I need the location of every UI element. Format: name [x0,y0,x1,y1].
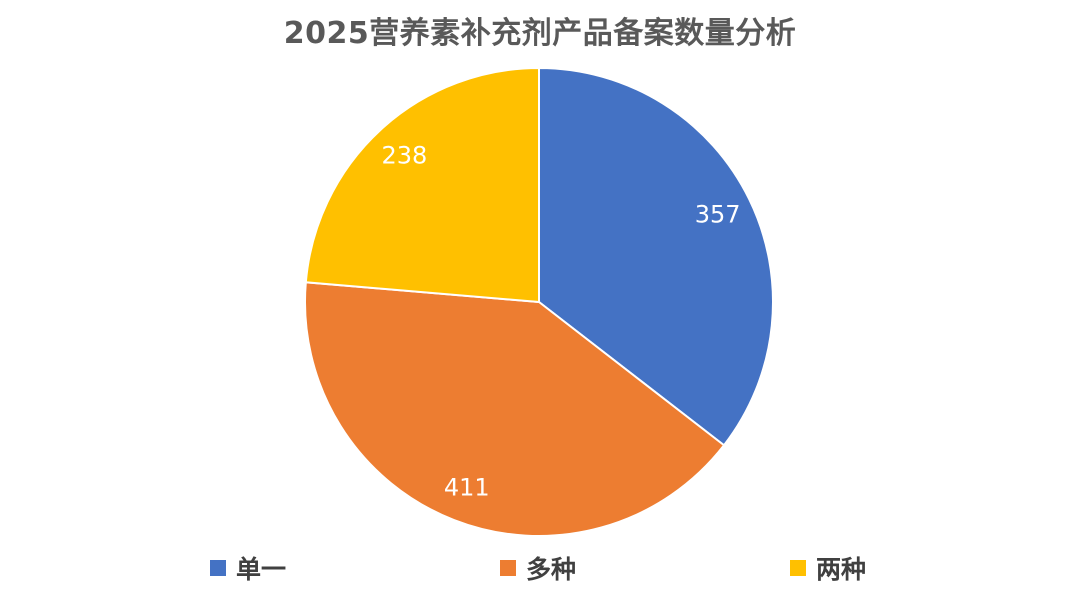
pie-slice-two[interactable] [304,66,540,304]
legend-label-multiple: 多种 [526,555,577,584]
pie-slices [304,66,774,537]
legend-item-two[interactable]: 两种 [790,548,866,588]
data-label-multiple: 411 [444,473,490,501]
legend-item-multiple[interactable]: 多种 [500,548,576,588]
chart-title: 2025营养素补充剂产品备案数量分析 [283,16,797,51]
legend-label-single: 单一 [236,555,287,584]
pie-slice-single[interactable] [538,66,774,447]
pie-data-labels: 357 411 238 [381,142,740,502]
chart-legend: 单一 多种 两种 [0,548,1080,588]
data-label-single: 357 [695,200,741,228]
legend-label-two: 两种 [816,555,867,584]
legend-swatch-single [210,560,226,576]
legend-swatch-two [790,560,806,576]
pie-slice-multiple[interactable] [304,281,726,537]
legend-item-single[interactable]: 单一 [210,548,286,588]
legend-swatch-multiple [500,560,516,576]
data-label-two: 238 [381,142,427,170]
